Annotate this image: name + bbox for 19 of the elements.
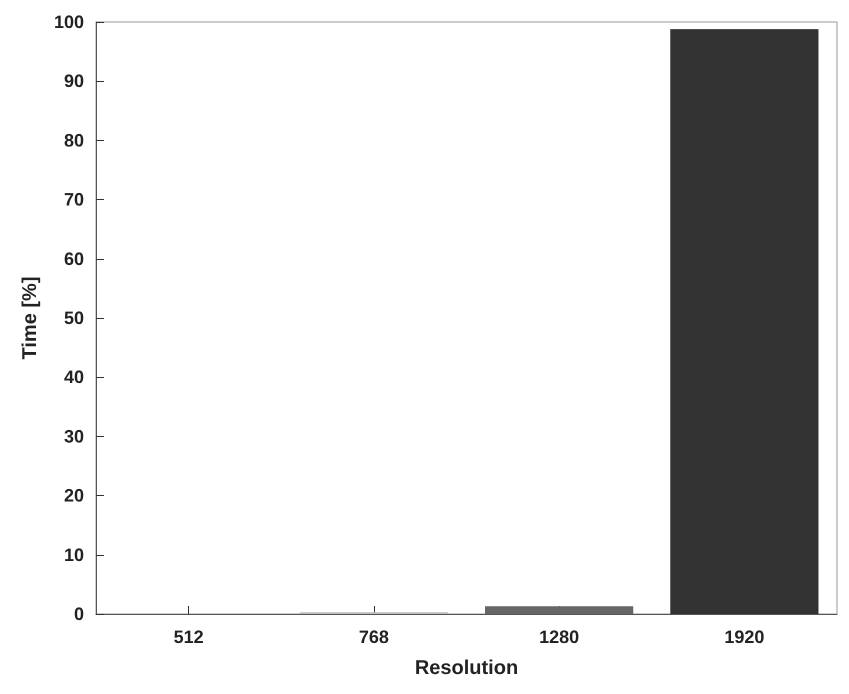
- y-tick-label: 100: [54, 12, 84, 32]
- x-tick-label: 768: [358, 627, 389, 647]
- y-tick-label: 80: [64, 130, 84, 150]
- y-tick-label: 20: [64, 486, 84, 506]
- y-tick-label: 40: [64, 367, 84, 388]
- bar: [670, 29, 818, 614]
- x-tick-label: 512: [174, 627, 204, 647]
- x-tick-label: 1280: [539, 627, 580, 647]
- x-axis-title: Resolution: [414, 657, 518, 679]
- y-tick-label: 70: [64, 190, 84, 210]
- y-tick-label: 10: [64, 544, 84, 565]
- bar: [485, 606, 634, 614]
- y-tick-label: 60: [64, 248, 84, 269]
- y-axis-title: Time [%]: [19, 276, 41, 360]
- x-tick-label: 1920: [724, 627, 764, 647]
- y-tick-label: 90: [64, 71, 84, 92]
- y-tick-label: 0: [74, 604, 84, 624]
- y-tick-label: 30: [64, 426, 84, 446]
- y-tick-label: 50: [64, 308, 84, 328]
